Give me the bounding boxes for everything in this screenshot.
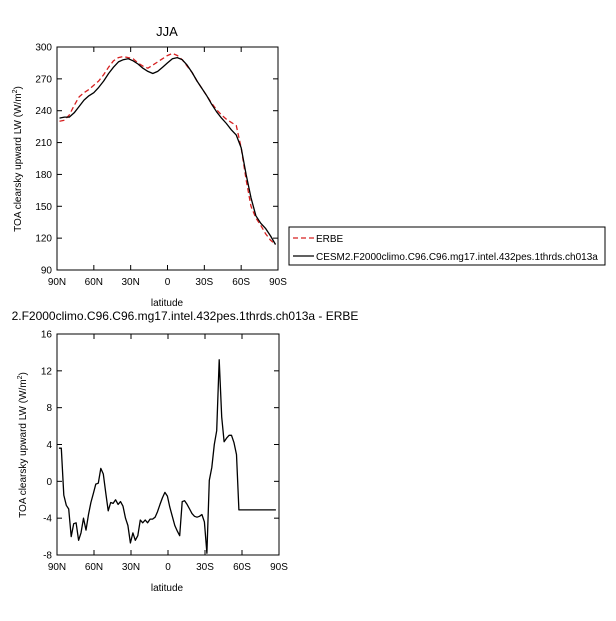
chart2-y-tick-label: -8 xyxy=(43,551,52,562)
chart1-y-tick-label: 270 xyxy=(35,74,52,85)
chart1-y-axis-label-main: TOA clearsky upward LW (W/m xyxy=(13,93,24,232)
chart1-y-ticks: 90 120 150 180 210 240 270 300 xyxy=(35,43,278,277)
chart-climatology: JJA TOA clearsky upward LW (W/m2) latitu… xyxy=(12,24,606,309)
chart2-series xyxy=(58,359,276,554)
chart1-x-tick-label: 0 xyxy=(165,277,171,288)
chart1-x-tick-label: 90S xyxy=(269,277,287,288)
chart2-y-tick-label: -4 xyxy=(43,514,52,525)
chart2-y-tick-label: 12 xyxy=(41,366,53,377)
chart1-x-tick-label: 90N xyxy=(48,277,66,288)
chart2-x-tick-label: 30N xyxy=(122,562,140,573)
chart-difference: 2.F2000climo.C96.C96.mg17.intel.432pes.1… xyxy=(12,309,359,594)
chart1-y-axis-label: TOA clearsky upward LW (W/m2) xyxy=(12,86,24,232)
chart2-y-tick-label: 0 xyxy=(46,477,52,488)
chart1-legend: ERBE CESM2.F2000climo.C96.C96.mg17.intel… xyxy=(288,226,606,266)
chart1-x-axis-label: latitude xyxy=(151,298,184,309)
chart1-y-axis-label-end: ) xyxy=(13,86,24,89)
chart1-x-tick-label: 60N xyxy=(85,277,103,288)
chart2-x-tick-label: 60S xyxy=(233,562,251,573)
chart1-y-tick-label: 300 xyxy=(35,43,52,54)
legend-label-erbe: ERBE xyxy=(316,234,344,245)
chart2-x-tick-label: 0 xyxy=(165,562,171,573)
chart1-x-tick-label: 30S xyxy=(195,277,213,288)
chart2-title: 2.F2000climo.C96.C96.mg17.intel.432pes.1… xyxy=(12,309,359,323)
chart2-series-line-0 xyxy=(58,359,276,554)
chart1-x-tick-label: 30N xyxy=(121,277,139,288)
chart2-x-tick-label: 90S xyxy=(270,562,288,573)
chart2-y-ticks: -8 -4 0 4 8 12 16 xyxy=(41,330,279,562)
chart1-y-tick-label: 210 xyxy=(35,138,52,149)
chart1-y-tick-label: 150 xyxy=(35,202,52,213)
chart1-x-tick-label: 60S xyxy=(232,277,250,288)
chart2-x-tick-label: 30S xyxy=(196,562,214,573)
chart2-x-tick-label: 60N xyxy=(85,562,103,573)
chart2-x-axis-label: latitude xyxy=(151,583,184,594)
chart1-y-tick-label: 240 xyxy=(35,106,52,117)
legend-label-cesm2: CESM2.F2000climo.C96.C96.mg17.intel.432p… xyxy=(316,252,598,263)
chart2-y-tick-label: 8 xyxy=(46,403,52,414)
chart1-title: JJA xyxy=(156,24,178,39)
chart1-y-axis-label-superscript: 2 xyxy=(12,89,19,93)
chart1-y-tick-label: 180 xyxy=(35,170,52,181)
chart1-plot-frame xyxy=(56,46,279,271)
chart1-series xyxy=(59,52,277,245)
chart2-x-ticks: 90N 60N 30N 0 30S 60S 90S xyxy=(48,334,288,573)
chart2-x-tick-label: 90N xyxy=(48,562,66,573)
chart2-y-tick-label: 16 xyxy=(41,330,53,341)
chart1-y-tick-label: 90 xyxy=(41,266,53,277)
chart1-series-line-1 xyxy=(59,56,277,245)
chart1-y-tick-label: 120 xyxy=(35,234,52,245)
legend-box xyxy=(288,226,606,266)
chart2-y-axis-label-end: ) xyxy=(18,372,29,375)
chart2-y-tick-label: 4 xyxy=(46,440,52,451)
chart2-plot-frame xyxy=(56,333,280,556)
chart1-x-ticks: 90N 60N 30N 0 30S 60S 90S xyxy=(48,47,287,288)
chart2-y-axis-label: TOA clearsky upward LW (W/m2) xyxy=(17,372,29,518)
chart1-series-line-0 xyxy=(59,52,276,245)
chart2-y-axis-label-main: TOA clearsky upward LW (W/m xyxy=(18,379,29,518)
chart2-y-axis-label-superscript: 2 xyxy=(17,375,24,379)
